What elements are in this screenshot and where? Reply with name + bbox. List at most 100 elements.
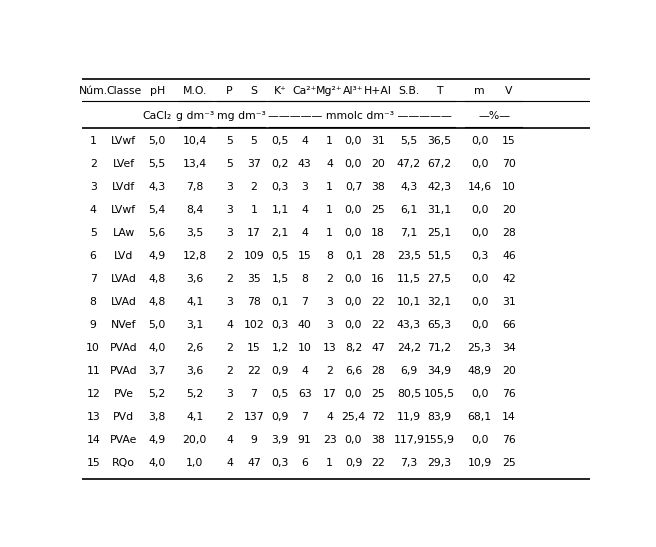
Text: Núm.: Núm. [79,86,108,96]
Text: 68,1: 68,1 [468,412,491,422]
Text: 0,0: 0,0 [471,389,488,399]
Text: LVAd: LVAd [111,274,136,284]
Text: 5: 5 [226,136,233,147]
Text: 5,2: 5,2 [149,389,166,399]
Text: 15: 15 [298,251,312,261]
Text: 8: 8 [326,251,333,261]
Text: 4: 4 [226,458,233,468]
Text: 4: 4 [301,228,308,238]
Text: 28: 28 [371,366,385,376]
Text: 2: 2 [326,274,333,284]
Text: m: m [474,86,485,96]
Text: H+Al: H+Al [364,86,392,96]
Text: 10: 10 [298,343,312,353]
Text: 4,9: 4,9 [149,251,166,261]
Text: 17: 17 [247,228,260,238]
Text: 43: 43 [298,159,312,170]
Text: 2: 2 [326,366,333,376]
Text: 43,3: 43,3 [397,320,421,330]
Text: 4,3: 4,3 [400,182,417,193]
Text: 5,6: 5,6 [149,228,166,238]
Text: 0,9: 0,9 [272,412,289,422]
Text: 7: 7 [301,412,308,422]
Text: 0,3: 0,3 [272,320,289,330]
Text: 51,5: 51,5 [427,251,451,261]
Text: 0,0: 0,0 [471,297,488,307]
Text: 4,9: 4,9 [149,435,166,445]
Text: 2: 2 [90,159,96,170]
Text: 22: 22 [371,320,385,330]
Text: 38: 38 [371,435,385,445]
Text: 3: 3 [90,182,96,193]
Text: 0,3: 0,3 [272,458,289,468]
Text: PVd: PVd [113,412,134,422]
Text: 31,1: 31,1 [427,205,451,216]
Text: 1,1: 1,1 [272,205,289,216]
Text: 4,0: 4,0 [148,343,166,353]
Text: 14,6: 14,6 [468,182,491,193]
Text: 9: 9 [251,435,257,445]
Text: 2: 2 [226,251,233,261]
Text: 28: 28 [371,251,385,261]
Text: 0,5: 0,5 [272,251,289,261]
Text: 8,2: 8,2 [345,343,362,353]
Text: 42: 42 [502,274,516,284]
Text: 1,0: 1,0 [186,458,203,468]
Text: 70: 70 [502,159,516,170]
Text: —%—: —%— [478,111,510,121]
Text: Al³⁺: Al³⁺ [343,86,363,96]
Text: 0,0: 0,0 [471,274,488,284]
Text: 25,1: 25,1 [427,228,451,238]
Text: 5,4: 5,4 [149,205,166,216]
Text: 10,4: 10,4 [183,136,207,147]
Text: 15: 15 [247,343,260,353]
Text: 1: 1 [90,136,96,147]
Text: 5,0: 5,0 [148,136,166,147]
Text: 117,9: 117,9 [394,435,424,445]
Text: 0,1: 0,1 [345,251,362,261]
Text: 25: 25 [502,458,516,468]
Text: 2: 2 [251,182,257,193]
Text: 0,0: 0,0 [345,159,362,170]
Text: LVwf: LVwf [111,136,136,147]
Text: 11: 11 [87,366,100,376]
Text: 11,9: 11,9 [397,412,421,422]
Text: 11,5: 11,5 [397,274,421,284]
Text: 15: 15 [502,136,516,147]
Text: 31: 31 [502,297,516,307]
Text: 6: 6 [90,251,96,261]
Text: S: S [251,86,257,96]
Text: 102: 102 [243,320,264,330]
Text: 4,8: 4,8 [149,297,166,307]
Text: 0,0: 0,0 [345,389,362,399]
Text: 2,1: 2,1 [272,228,289,238]
Text: 3: 3 [226,228,233,238]
Text: S.B.: S.B. [398,86,420,96]
Text: 32,1: 32,1 [427,297,451,307]
Text: LVd: LVd [114,251,133,261]
Text: 20: 20 [502,205,516,216]
Text: 7,1: 7,1 [400,228,417,238]
Text: 3,6: 3,6 [186,366,203,376]
Text: 2: 2 [226,274,233,284]
Text: 105,5: 105,5 [424,389,455,399]
Text: 48,9: 48,9 [468,366,491,376]
Text: 14: 14 [87,435,100,445]
Text: 6,1: 6,1 [400,205,417,216]
Text: 4: 4 [326,412,333,422]
Text: 0,1: 0,1 [272,297,289,307]
Text: 23: 23 [323,435,337,445]
Text: 2: 2 [226,343,233,353]
Text: 8,4: 8,4 [186,205,203,216]
Text: 12: 12 [87,389,100,399]
Text: 3,1: 3,1 [186,320,203,330]
Text: 1,2: 1,2 [272,343,289,353]
Text: 3: 3 [301,182,308,193]
Text: 47: 47 [371,343,385,353]
Text: Ca²⁺: Ca²⁺ [293,86,317,96]
Text: K⁺: K⁺ [274,86,287,96]
Text: 5: 5 [90,228,96,238]
Text: 5,5: 5,5 [400,136,417,147]
Text: 65,3: 65,3 [427,320,451,330]
Text: LVwf: LVwf [111,205,136,216]
